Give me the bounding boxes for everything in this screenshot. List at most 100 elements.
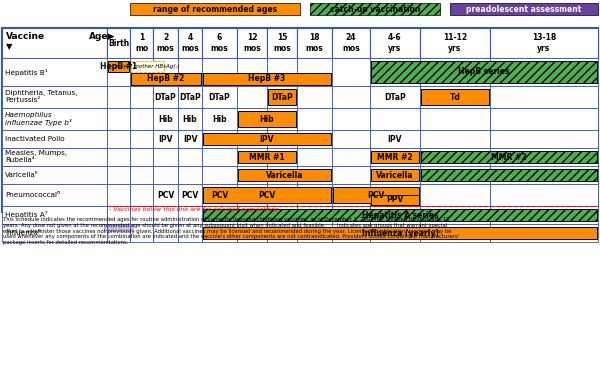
Text: Vaccine: Vaccine	[6, 32, 45, 41]
Bar	[2, 166, 107, 184]
Text: DTaP: DTaP	[155, 93, 176, 102]
Bar	[153, 108, 178, 130]
Text: PCV: PCV	[181, 190, 199, 199]
Bar	[107, 148, 130, 166]
Bar	[237, 28, 267, 58]
Text: Hib: Hib	[212, 115, 227, 124]
Bar	[107, 86, 130, 108]
Bar	[490, 130, 598, 148]
Bar	[332, 108, 370, 130]
Bar	[420, 130, 490, 148]
Bar	[490, 166, 598, 184]
Bar	[203, 227, 597, 239]
Bar	[370, 108, 420, 130]
Text: Varicella: Varicella	[266, 170, 303, 179]
Bar	[130, 108, 153, 130]
Bar	[237, 86, 267, 108]
Text: 24
mos: 24 mos	[342, 33, 360, 53]
Bar	[2, 28, 107, 58]
Bar	[130, 148, 153, 166]
Bar	[297, 86, 332, 108]
Bar	[370, 224, 420, 242]
Bar	[2, 184, 107, 206]
Text: IPV: IPV	[388, 135, 402, 143]
Bar	[332, 166, 370, 184]
Bar	[2, 130, 107, 148]
Bar	[490, 184, 598, 206]
Bar	[107, 108, 130, 130]
Text: PPV: PPV	[386, 196, 404, 204]
Bar	[450, 3, 598, 15]
Bar	[267, 166, 297, 184]
Bar	[420, 58, 490, 86]
Bar	[370, 130, 420, 148]
Bar	[107, 184, 130, 206]
Text: IPV: IPV	[183, 135, 197, 143]
Bar	[237, 166, 267, 184]
Text: 6
mos: 6 mos	[211, 33, 229, 53]
Bar	[237, 148, 267, 166]
Bar	[131, 61, 164, 72]
Bar	[203, 187, 331, 203]
Bar	[420, 86, 490, 108]
Bar	[267, 148, 297, 166]
Bar	[490, 224, 598, 242]
Bar	[153, 28, 178, 58]
Bar	[237, 224, 267, 242]
Bar	[370, 148, 420, 166]
Bar	[420, 108, 490, 130]
Text: IPV: IPV	[260, 135, 274, 143]
Bar	[370, 166, 420, 184]
Text: 1
mo: 1 mo	[135, 33, 148, 53]
Bar	[2, 206, 107, 224]
Bar	[237, 184, 267, 206]
Bar	[421, 89, 489, 105]
Bar	[202, 108, 237, 130]
Text: 11-12
yrs: 11-12 yrs	[443, 33, 467, 53]
Text: DTaP: DTaP	[179, 93, 201, 102]
Bar	[107, 28, 130, 58]
Bar	[107, 130, 130, 148]
Bar	[333, 187, 419, 203]
Bar	[297, 28, 332, 58]
Text: DTaP: DTaP	[271, 93, 293, 102]
Bar	[153, 148, 178, 166]
Bar	[267, 224, 297, 242]
Text: 4
mos: 4 mos	[181, 33, 199, 53]
Text: Td: Td	[449, 93, 460, 102]
Text: Haemophilus
influenzae Type b³: Haemophilus influenzae Type b³	[5, 112, 72, 126]
Text: Hib: Hib	[260, 115, 274, 124]
Bar	[153, 166, 178, 184]
Text: Diphtheria, Tetanus,
Pertussis²: Diphtheria, Tetanus, Pertussis²	[5, 90, 77, 104]
Bar	[202, 86, 237, 108]
Text: PCV: PCV	[157, 190, 174, 199]
Bar	[332, 184, 370, 206]
Bar	[202, 130, 237, 148]
Bar	[332, 130, 370, 148]
Text: Age▶: Age▶	[89, 32, 115, 41]
Bar	[2, 28, 598, 212]
Bar	[153, 206, 178, 224]
Bar	[267, 86, 297, 108]
Text: only if mother HBsAg(-): only if mother HBsAg(-)	[115, 64, 180, 69]
Bar	[420, 148, 490, 166]
Bar	[202, 166, 237, 184]
Bar	[108, 61, 129, 72]
Text: Hib: Hib	[182, 115, 197, 124]
Text: HepB series: HepB series	[458, 68, 510, 77]
Bar	[153, 224, 178, 242]
Bar	[153, 86, 178, 108]
Bar	[490, 206, 598, 224]
Bar	[203, 209, 597, 221]
Text: Measles, Mumps,
Rubella⁴: Measles, Mumps, Rubella⁴	[5, 151, 67, 163]
Bar	[370, 184, 420, 206]
Text: 18
mos: 18 mos	[305, 33, 323, 53]
Bar	[178, 166, 202, 184]
Bar	[297, 224, 332, 242]
Bar	[130, 28, 153, 58]
Bar	[297, 148, 332, 166]
Bar	[2, 86, 107, 108]
Bar	[332, 58, 370, 86]
Text: MMR #2: MMR #2	[491, 152, 527, 161]
Bar	[332, 206, 370, 224]
